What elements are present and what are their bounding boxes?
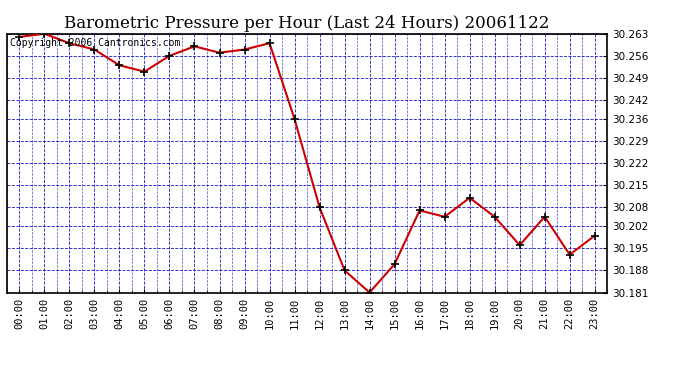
Text: Copyright 2006 Cantronics.com: Copyright 2006 Cantronics.com [10, 38, 180, 48]
Title: Barometric Pressure per Hour (Last 24 Hours) 20061122: Barometric Pressure per Hour (Last 24 Ho… [64, 15, 550, 32]
